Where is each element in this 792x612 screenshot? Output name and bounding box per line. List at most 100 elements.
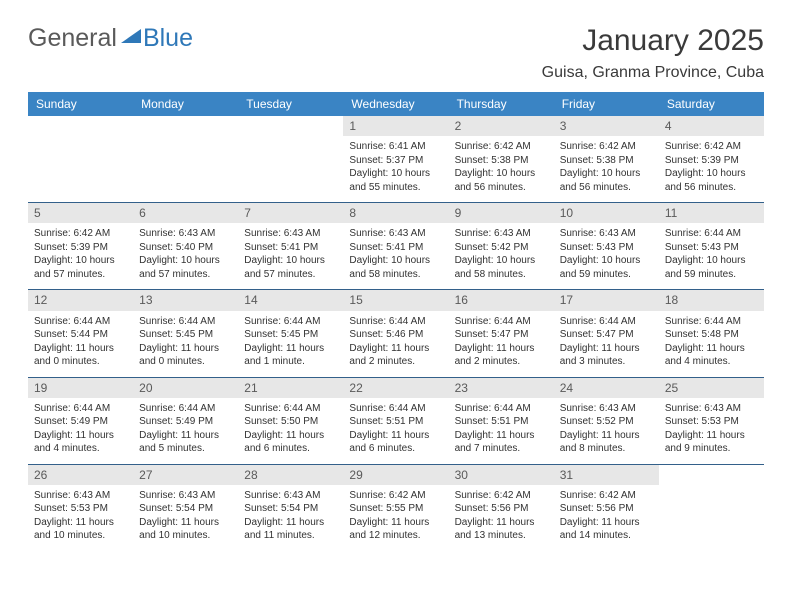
day-number: 1 bbox=[343, 116, 448, 136]
calendar-cell: 3Sunrise: 6:42 AMSunset: 5:38 PMDaylight… bbox=[554, 116, 659, 203]
sunset-text: Sunset: 5:49 PM bbox=[34, 415, 127, 429]
day-number: 6 bbox=[133, 203, 238, 223]
daylight-text: Daylight: 10 hours and 55 minutes. bbox=[349, 167, 442, 194]
page-title: January 2025 bbox=[542, 24, 764, 58]
daylight-text: Daylight: 10 hours and 56 minutes. bbox=[560, 167, 653, 194]
logo-text-general: General bbox=[28, 24, 117, 53]
calendar-cell: 28Sunrise: 6:43 AMSunset: 5:54 PMDayligh… bbox=[238, 464, 343, 551]
daylight-text: Daylight: 11 hours and 14 minutes. bbox=[560, 516, 653, 543]
calendar-header: Sunday Monday Tuesday Wednesday Thursday… bbox=[28, 92, 764, 116]
sunset-text: Sunset: 5:38 PM bbox=[560, 154, 653, 168]
sunset-text: Sunset: 5:42 PM bbox=[455, 241, 548, 255]
sunrise-text: Sunrise: 6:44 AM bbox=[244, 315, 337, 329]
calendar-cell bbox=[659, 464, 764, 551]
calendar-body: 1Sunrise: 6:41 AMSunset: 5:37 PMDaylight… bbox=[28, 116, 764, 551]
col-thursday: Thursday bbox=[449, 92, 554, 116]
daylight-text: Daylight: 11 hours and 4 minutes. bbox=[34, 429, 127, 456]
daylight-text: Daylight: 11 hours and 12 minutes. bbox=[349, 516, 442, 543]
calendar-cell: 9Sunrise: 6:43 AMSunset: 5:42 PMDaylight… bbox=[449, 203, 554, 290]
calendar-cell: 26 Sunrise: 6:43 AMSunset: 5:53 PMDayligh… bbox=[28, 464, 133, 551]
sunset-text: Sunset: 5:56 PM bbox=[455, 502, 548, 516]
sunset-text: Sunset: 5:48 PM bbox=[665, 328, 758, 342]
sunset-text: Sunset: 5:47 PM bbox=[560, 328, 653, 342]
logo-text-blue: Blue bbox=[143, 24, 193, 53]
sunrise-text: Sunrise: 6:44 AM bbox=[139, 315, 232, 329]
daylight-text: Daylight: 11 hours and 13 minutes. bbox=[455, 516, 548, 543]
day-number: 16 bbox=[449, 290, 554, 310]
calendar-cell: 6Sunrise: 6:43 AMSunset: 5:40 PMDaylight… bbox=[133, 203, 238, 290]
day-number: 30 bbox=[449, 465, 554, 485]
day-number: 25 bbox=[659, 378, 764, 398]
sunrise-text: Sunrise: 6:43 AM bbox=[244, 489, 337, 503]
sunrise-text: Sunrise: 6:42 AM bbox=[560, 489, 653, 503]
calendar-cell: 20Sunrise: 6:44 AMSunset: 5:49 PMDayligh… bbox=[133, 377, 238, 464]
calendar-cell: 1Sunrise: 6:41 AMSunset: 5:37 PMDaylight… bbox=[343, 116, 448, 203]
logo: General Blue bbox=[28, 24, 193, 53]
col-tuesday: Tuesday bbox=[238, 92, 343, 116]
calendar-cell: 17 Sunrise: 6:44 AMSunset: 5:47 PMDayligh… bbox=[554, 290, 659, 377]
col-saturday: Saturday bbox=[659, 92, 764, 116]
sunset-text: Sunset: 5:44 PM bbox=[34, 328, 127, 342]
logo-triangle-icon bbox=[121, 29, 141, 43]
calendar-cell: 19Sunrise: 6:44 AMSunset: 5:49 PMDayligh… bbox=[28, 377, 133, 464]
day-number: 15 bbox=[343, 290, 448, 310]
sunrise-text: Sunrise: 6:44 AM bbox=[244, 402, 337, 416]
day-number bbox=[28, 116, 133, 136]
day-number: 5 bbox=[28, 203, 133, 223]
title-block: January 2025 Guisa, Granma Province, Cub… bbox=[542, 24, 764, 82]
sunrise-text: Sunrise: 6:43 AM bbox=[34, 489, 127, 503]
calendar-week: 12Sunrise: 6:44 AMSunset: 5:44 PMDayligh… bbox=[28, 290, 764, 377]
sunrise-text: Sunrise: 6:42 AM bbox=[560, 140, 653, 154]
daylight-text: Daylight: 11 hours and 10 minutes. bbox=[34, 516, 127, 543]
daylight-text: Daylight: 11 hours and 3 minutes. bbox=[560, 342, 653, 369]
sunset-text: Sunset: 5:41 PM bbox=[349, 241, 442, 255]
calendar-cell: 11Sunrise: 6:44 AMSunset: 5:43 PMDayligh… bbox=[659, 203, 764, 290]
sunset-text: Sunset: 5:39 PM bbox=[34, 241, 127, 255]
daylight-text: Daylight: 11 hours and 2 minutes. bbox=[455, 342, 548, 369]
day-number: 23 bbox=[449, 378, 554, 398]
calendar-cell: 24Sunrise: 6:43 AMSunset: 5:52 PMDayligh… bbox=[554, 377, 659, 464]
calendar-cell: 4Sunrise: 6:42 AMSunset: 5:39 PMDaylight… bbox=[659, 116, 764, 203]
sunrise-text: Sunrise: 6:42 AM bbox=[34, 227, 127, 241]
daylight-text: Daylight: 11 hours and 1 minute. bbox=[244, 342, 337, 369]
daylight-text: Daylight: 11 hours and 8 minutes. bbox=[560, 429, 653, 456]
sunrise-text: Sunrise: 6:43 AM bbox=[560, 402, 653, 416]
day-number: 17 bbox=[554, 290, 659, 310]
sunrise-text: Sunrise: 6:44 AM bbox=[139, 402, 232, 416]
sunset-text: Sunset: 5:43 PM bbox=[665, 241, 758, 255]
calendar-cell bbox=[133, 116, 238, 203]
day-number: 13 bbox=[133, 290, 238, 310]
daylight-text: Daylight: 10 hours and 58 minutes. bbox=[349, 254, 442, 281]
sunrise-text: Sunrise: 6:44 AM bbox=[560, 315, 653, 329]
calendar-week: 5Sunrise: 6:42 AMSunset: 5:39 PMDaylight… bbox=[28, 203, 764, 290]
daylight-text: Daylight: 10 hours and 56 minutes. bbox=[455, 167, 548, 194]
day-number: 28 bbox=[238, 465, 343, 485]
sunset-text: Sunset: 5:51 PM bbox=[349, 415, 442, 429]
sunrise-text: Sunrise: 6:42 AM bbox=[455, 140, 548, 154]
calendar-cell: 31Sunrise: 6:42 AMSunset: 5:56 PMDayligh… bbox=[554, 464, 659, 551]
sunset-text: Sunset: 5:41 PM bbox=[244, 241, 337, 255]
daylight-text: Daylight: 10 hours and 57 minutes. bbox=[244, 254, 337, 281]
calendar-cell: 25Sunrise: 6:43 AMSunset: 5:53 PMDayligh… bbox=[659, 377, 764, 464]
col-friday: Friday bbox=[554, 92, 659, 116]
calendar-cell: 7Sunrise: 6:43 AMSunset: 5:41 PMDaylight… bbox=[238, 203, 343, 290]
calendar-cell bbox=[238, 116, 343, 203]
calendar-cell: 8Sunrise: 6:43 AMSunset: 5:41 PMDaylight… bbox=[343, 203, 448, 290]
sunrise-text: Sunrise: 6:43 AM bbox=[349, 227, 442, 241]
sunset-text: Sunset: 5:45 PM bbox=[139, 328, 232, 342]
sunrise-text: Sunrise: 6:43 AM bbox=[139, 227, 232, 241]
col-wednesday: Wednesday bbox=[343, 92, 448, 116]
calendar-week: 1Sunrise: 6:41 AMSunset: 5:37 PMDaylight… bbox=[28, 116, 764, 203]
sunrise-text: Sunrise: 6:43 AM bbox=[560, 227, 653, 241]
sunrise-text: Sunrise: 6:44 AM bbox=[349, 402, 442, 416]
day-number: 14 bbox=[238, 290, 343, 310]
daylight-text: Daylight: 10 hours and 57 minutes. bbox=[139, 254, 232, 281]
day-number: 26 bbox=[28, 465, 133, 485]
daylight-text: Daylight: 11 hours and 0 minutes. bbox=[139, 342, 232, 369]
sunrise-text: Sunrise: 6:44 AM bbox=[34, 402, 127, 416]
sunset-text: Sunset: 5:53 PM bbox=[34, 502, 127, 516]
sunset-text: Sunset: 5:55 PM bbox=[349, 502, 442, 516]
sunset-text: Sunset: 5:46 PM bbox=[349, 328, 442, 342]
sunrise-text: Sunrise: 6:42 AM bbox=[349, 489, 442, 503]
daylight-text: Daylight: 10 hours and 57 minutes. bbox=[34, 254, 127, 281]
